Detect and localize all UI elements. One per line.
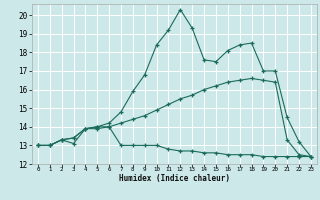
X-axis label: Humidex (Indice chaleur): Humidex (Indice chaleur) <box>119 174 230 183</box>
